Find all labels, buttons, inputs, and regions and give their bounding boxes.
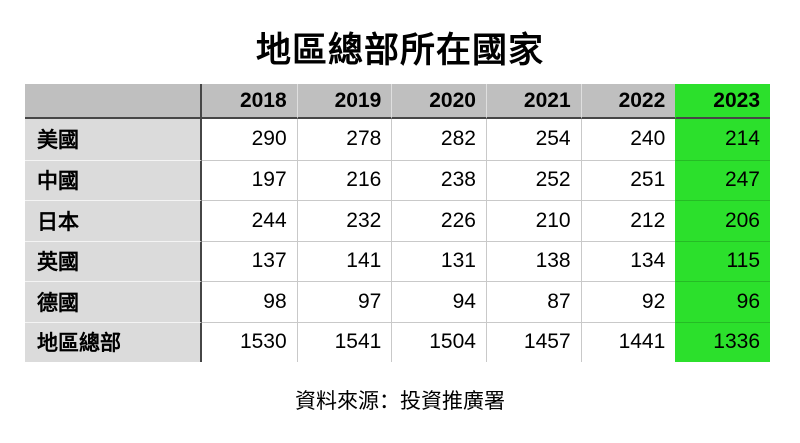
row-label: 中國 bbox=[25, 159, 202, 200]
corner-cell bbox=[25, 84, 202, 119]
row-label: 美國 bbox=[25, 119, 202, 160]
value-cell: 278 bbox=[296, 119, 392, 160]
table-row: 英國 137 141 131 138 134 115 bbox=[25, 240, 770, 281]
year-header: 2020 bbox=[391, 84, 486, 119]
value-cell: 206 bbox=[675, 200, 770, 241]
row-label: 地區總部 bbox=[25, 321, 202, 362]
year-header: 2019 bbox=[296, 84, 392, 119]
value-cell: 98 bbox=[202, 281, 297, 322]
year-header: 2018 bbox=[202, 84, 297, 119]
value-cell: 252 bbox=[485, 159, 581, 200]
table-row: 美國 290 278 282 254 240 214 bbox=[25, 119, 770, 160]
value-cell: 1530 bbox=[202, 321, 297, 362]
value-cell: 254 bbox=[485, 119, 581, 160]
table-row: 日本 244 232 226 210 212 206 bbox=[25, 200, 770, 241]
header-row: 2018 2019 2020 2021 2022 2023 bbox=[25, 84, 770, 119]
table-body: 美國 290 278 282 254 240 214 中國 197 216 238 252 251 247… bbox=[25, 119, 770, 362]
source-caption: 資料來源：投資推廣署 bbox=[295, 390, 505, 413]
value-cell: 115 bbox=[675, 240, 770, 281]
value-cell: 97 bbox=[296, 281, 392, 322]
value-cell: 210 bbox=[485, 200, 581, 241]
table-row: 德國 98 97 94 87 92 96 bbox=[25, 281, 770, 322]
value-cell: 290 bbox=[202, 119, 297, 160]
table-row: 地區總部 1530 1541 1504 1457 1441 1336 bbox=[25, 321, 770, 362]
value-cell: 1457 bbox=[485, 321, 581, 362]
value-cell: 134 bbox=[580, 240, 676, 281]
value-cell: 92 bbox=[580, 281, 676, 322]
value-cell: 1441 bbox=[580, 321, 676, 362]
year-header: 2023 bbox=[675, 84, 770, 119]
value-cell: 1541 bbox=[296, 321, 392, 362]
value-cell: 1504 bbox=[391, 321, 486, 362]
year-header: 2022 bbox=[580, 84, 676, 119]
page-title: 地區總部所在國家 bbox=[255, 31, 544, 70]
value-cell: 232 bbox=[296, 200, 392, 241]
row-label: 日本 bbox=[25, 200, 202, 241]
value-cell: 87 bbox=[485, 281, 581, 322]
row-label: 英國 bbox=[25, 240, 202, 281]
table-row: 中國 197 216 238 252 251 247 bbox=[25, 159, 770, 200]
value-cell: 247 bbox=[675, 159, 770, 200]
value-cell: 216 bbox=[296, 159, 392, 200]
value-cell: 244 bbox=[202, 200, 297, 241]
value-cell: 212 bbox=[580, 200, 676, 241]
value-cell: 138 bbox=[485, 240, 581, 281]
year-header: 2021 bbox=[485, 84, 581, 119]
value-cell: 282 bbox=[391, 119, 486, 160]
value-cell: 141 bbox=[296, 240, 392, 281]
value-cell: 94 bbox=[391, 281, 486, 322]
hq-table: 2018 2019 2020 2021 2022 2023 美國 290 278 282 254 2… bbox=[25, 84, 770, 362]
value-cell: 1336 bbox=[675, 321, 770, 362]
value-cell: 131 bbox=[391, 240, 486, 281]
value-cell: 251 bbox=[580, 159, 676, 200]
value-cell: 240 bbox=[580, 119, 676, 160]
value-cell: 226 bbox=[391, 200, 486, 241]
value-cell: 197 bbox=[202, 159, 297, 200]
value-cell: 96 bbox=[675, 281, 770, 322]
row-label: 德國 bbox=[25, 281, 202, 322]
value-cell: 214 bbox=[675, 119, 770, 160]
value-cell: 137 bbox=[202, 240, 297, 281]
value-cell: 238 bbox=[391, 159, 486, 200]
